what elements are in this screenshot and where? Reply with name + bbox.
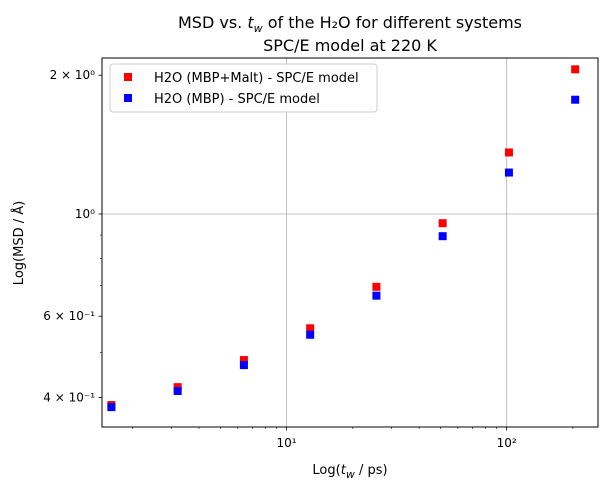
data-point-series-2 <box>306 330 315 339</box>
chart-title-line1: MSD vs. tw of the H₂O for different syst… <box>178 13 522 35</box>
axis-ticks: 10¹ 10² 4 × 10⁻¹ 6 × 10⁻¹ 10⁰ 2 × 10⁰ <box>43 68 574 450</box>
chart-title-line2: SPC/E model at 220 K <box>263 36 437 55</box>
data-point-series-1 <box>372 282 381 291</box>
legend-label-series-2: H2O (MBP) - SPC/E model <box>154 92 320 107</box>
data-point-series-2 <box>438 232 447 241</box>
y-tick-label: 4 × 10⁻¹ <box>43 390 95 404</box>
grid <box>102 58 598 427</box>
y-tick-label: 2 × 10⁰ <box>50 68 96 82</box>
y-tick-label: 6 × 10⁻¹ <box>43 309 95 323</box>
data-marks <box>107 65 580 412</box>
data-point-series-1 <box>571 65 580 74</box>
plot-frame <box>101 57 599 428</box>
data-point-series-2 <box>504 168 513 177</box>
legend-marker-series-1 <box>124 73 132 81</box>
data-point-series-2 <box>107 403 116 412</box>
data-point-series-1 <box>306 324 315 333</box>
data-point-series-2 <box>239 361 248 370</box>
data-point-series-1 <box>239 356 248 365</box>
x-tick-label: 10¹ <box>277 436 297 450</box>
data-point-series-1 <box>438 219 447 228</box>
data-point-series-2 <box>571 95 580 104</box>
x-axis-label: Log(tw / ps) <box>312 463 387 481</box>
legend: H2O (MBP+Malt) - SPC/E model H2O (MBP) - … <box>109 63 378 113</box>
data-point-series-2 <box>372 291 381 300</box>
y-tick-label: 10⁰ <box>75 207 95 221</box>
data-point-series-1 <box>504 148 513 157</box>
y-axis-label: Log(MSD / Å) <box>11 201 27 285</box>
x-tick-label: 10² <box>497 436 517 450</box>
legend-box <box>109 63 378 113</box>
legend-marker-series-2 <box>124 94 132 102</box>
legend-label-series-1: H2O (MBP+Malt) - SPC/E model <box>154 71 359 86</box>
data-point-series-2 <box>173 386 182 395</box>
